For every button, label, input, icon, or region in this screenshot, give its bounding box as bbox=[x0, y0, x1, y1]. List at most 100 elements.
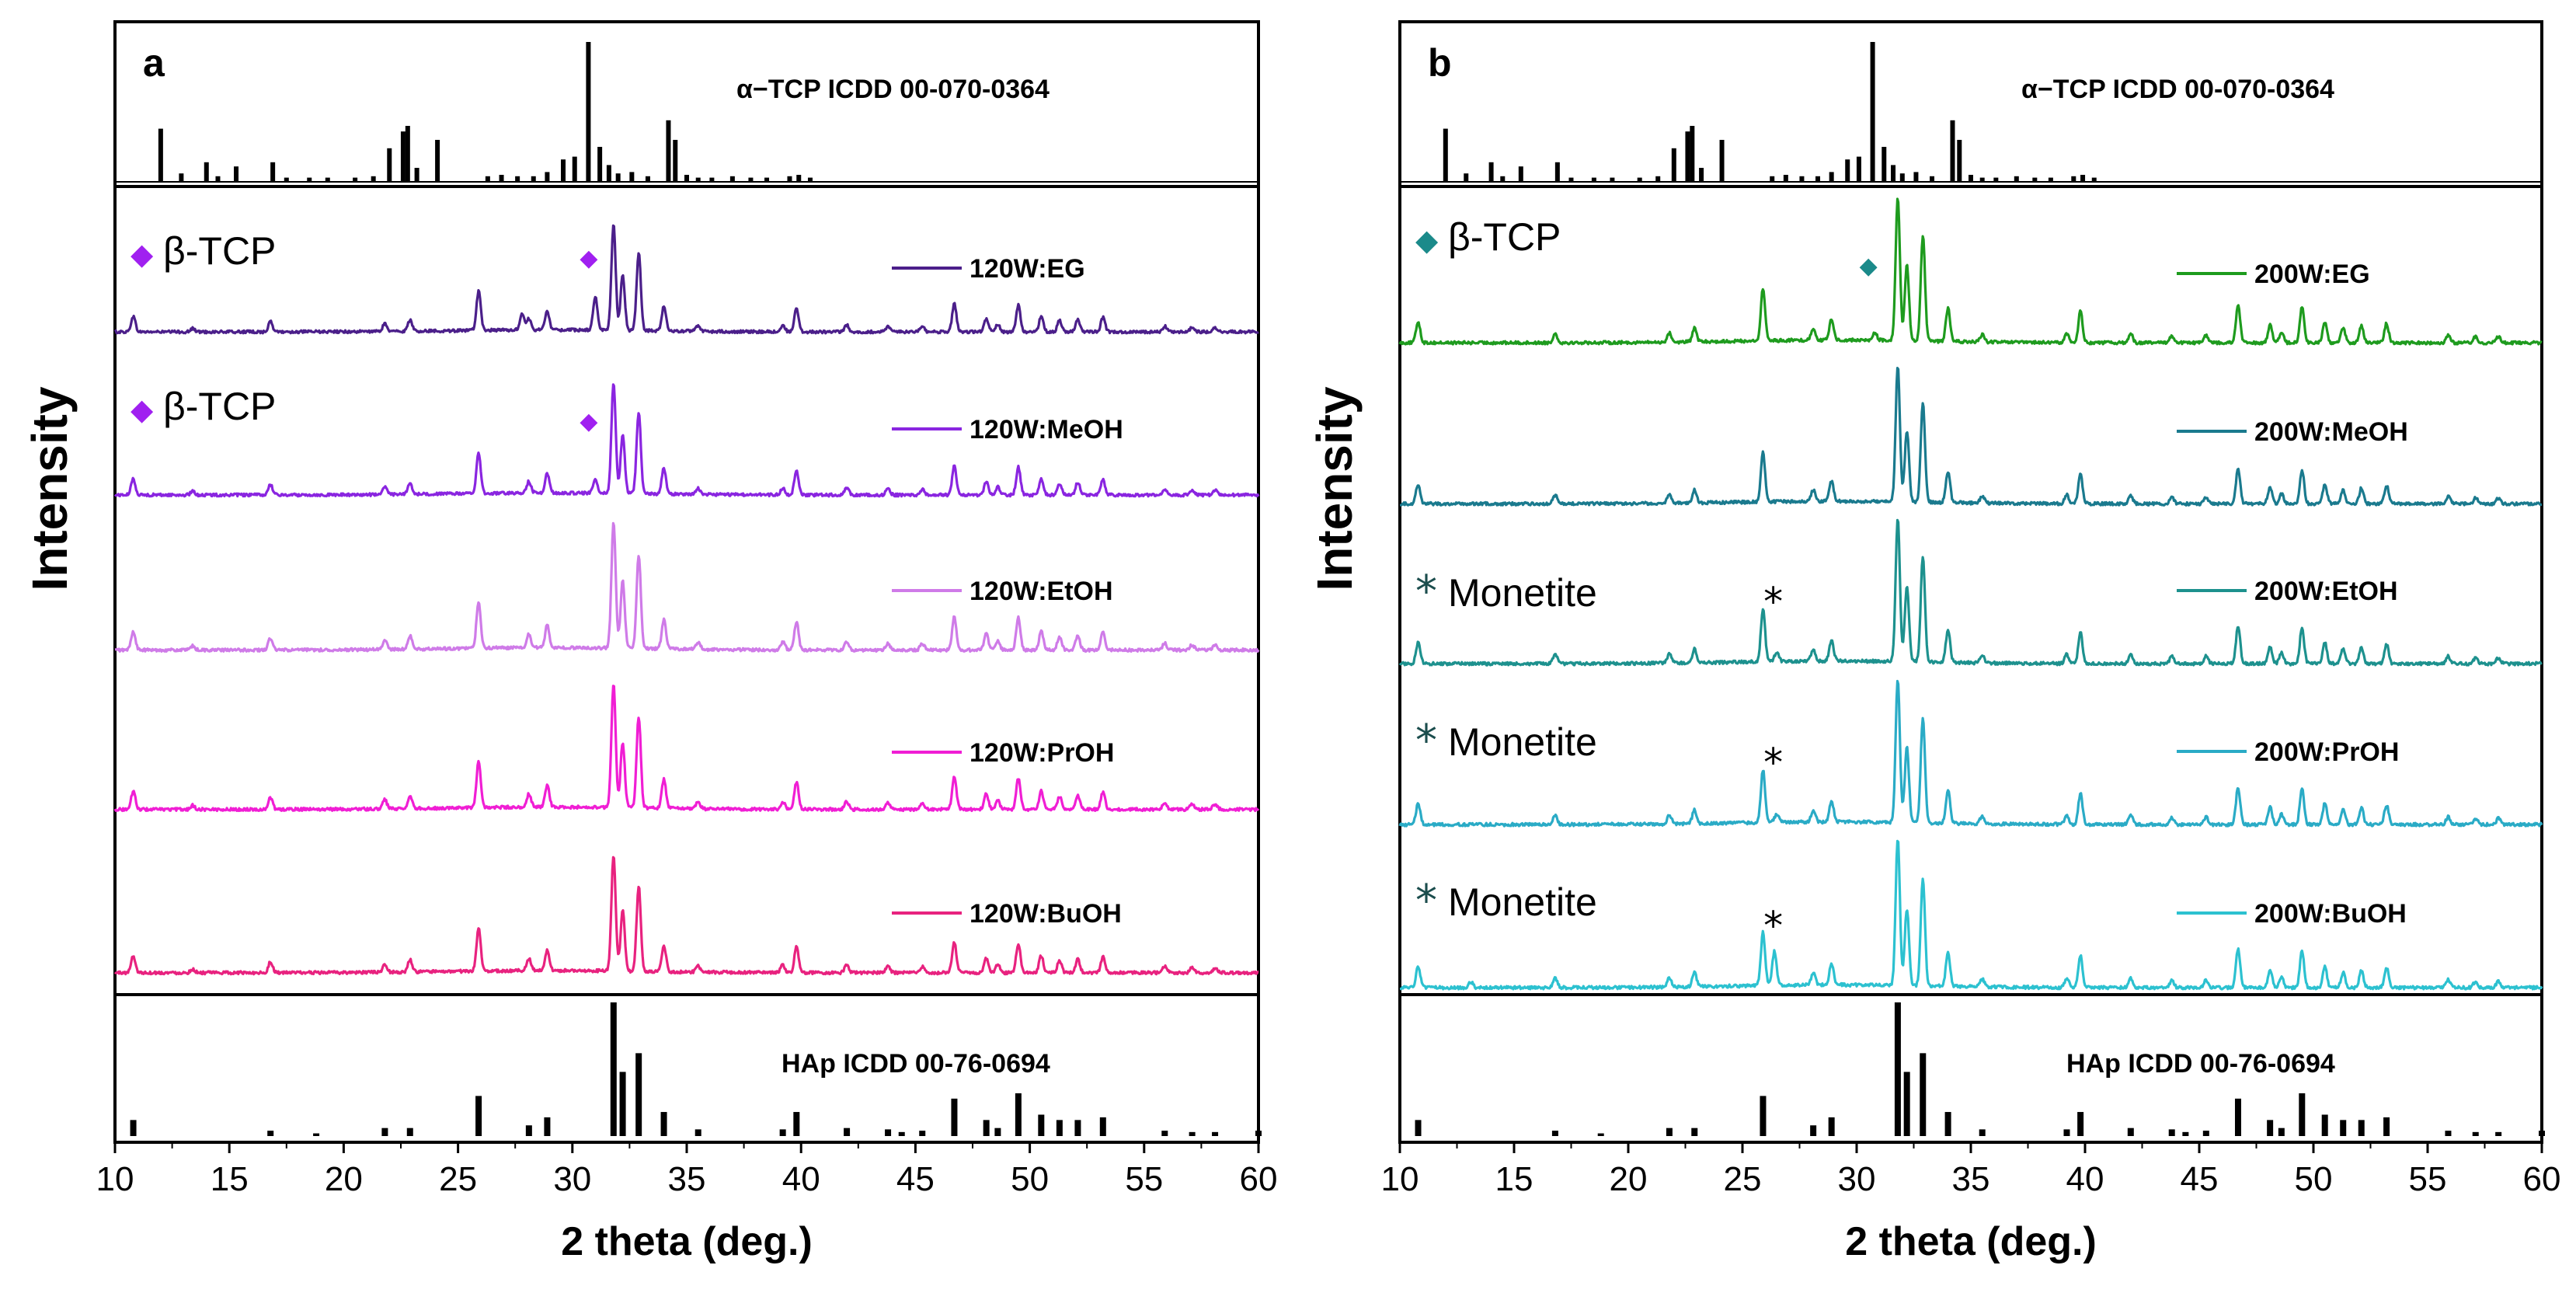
reference-stick bbox=[387, 148, 392, 182]
top-reference-pattern bbox=[1400, 42, 2542, 183]
reference-stick bbox=[951, 1098, 958, 1136]
panel-b: b α−TCP ICDD 00-070-0364 HAp ICDD 00-76-06… bbox=[1307, 20, 2560, 1264]
reference-stick bbox=[307, 177, 312, 182]
reference-stick bbox=[515, 176, 520, 182]
phase-annotation: *Monetite* bbox=[1415, 716, 1783, 786]
reference-stick bbox=[572, 156, 577, 182]
reference-stick bbox=[898, 1131, 905, 1136]
x-tick-label: 10 bbox=[96, 1160, 134, 1198]
reference-stick bbox=[629, 172, 635, 182]
series-line bbox=[113, 383, 1260, 498]
x-tick-label: 45 bbox=[896, 1160, 935, 1198]
reference-stick bbox=[1038, 1114, 1045, 1136]
reference-stick bbox=[1845, 159, 1850, 182]
reference-stick bbox=[807, 177, 813, 182]
reference-stick bbox=[586, 42, 591, 182]
x-tick-label: 30 bbox=[553, 1160, 591, 1198]
y-axis-title: Intensity bbox=[1307, 386, 1363, 591]
reference-stick bbox=[673, 140, 678, 182]
reference-stick bbox=[2080, 175, 2086, 182]
reference-stick bbox=[1894, 1002, 1901, 1136]
reference-stick bbox=[1770, 176, 1775, 182]
legend-label: 120W:MeOH bbox=[969, 415, 1123, 444]
reference-stick bbox=[1944, 1112, 1951, 1136]
reference-stick bbox=[2539, 1131, 2545, 1136]
peak-asterisk-icon: * bbox=[1763, 580, 1783, 625]
reference-stick bbox=[204, 162, 209, 182]
reference-stick bbox=[2071, 176, 2076, 182]
reference-stick bbox=[1597, 1133, 1604, 1136]
reference-stick bbox=[1930, 176, 1935, 182]
reference-stick bbox=[1443, 128, 1448, 182]
reference-stick bbox=[1891, 165, 1896, 182]
reference-stick bbox=[1815, 176, 1821, 182]
reference-stick bbox=[234, 166, 239, 182]
reference-stick bbox=[684, 175, 689, 182]
phase-label: Monetite bbox=[1448, 720, 1597, 764]
reference-stick bbox=[2495, 1131, 2502, 1136]
reference-stick bbox=[545, 172, 550, 182]
legend-label: 200W:EtOH bbox=[2254, 577, 2398, 606]
x-tick-label: 45 bbox=[2181, 1160, 2219, 1198]
reference-stick bbox=[2234, 1098, 2241, 1136]
reference-stick bbox=[729, 176, 735, 182]
reference-stick bbox=[1015, 1093, 1022, 1136]
reference-stick bbox=[531, 176, 536, 182]
reference-stick bbox=[1464, 173, 1469, 182]
x-tick-label: 10 bbox=[1381, 1160, 1419, 1198]
reference-stick bbox=[544, 1117, 551, 1136]
reference-stick bbox=[405, 126, 410, 182]
x-tick-label: 15 bbox=[1495, 1160, 1533, 1198]
reference-stick bbox=[2168, 1129, 2175, 1136]
reference-stick bbox=[1671, 148, 1676, 182]
reference-stick bbox=[844, 1128, 851, 1136]
x-tick-label: 20 bbox=[325, 1160, 363, 1198]
top-reference-label: α−TCP ICDD 00-070-0364 bbox=[736, 75, 1050, 104]
reference-stick bbox=[1056, 1120, 1063, 1136]
reference-stick bbox=[1979, 177, 1985, 182]
reference-stick bbox=[1903, 1072, 1910, 1136]
series-line bbox=[1399, 839, 2543, 991]
legend-label: 200W:BuOH bbox=[2254, 899, 2407, 929]
legend-label: 200W:EG bbox=[2254, 260, 2370, 289]
series-line bbox=[113, 685, 1260, 813]
reference-stick bbox=[353, 177, 358, 182]
peak-asterisk-icon: * bbox=[1763, 904, 1783, 949]
x-tick-label: 50 bbox=[2295, 1160, 2333, 1198]
reference-stick bbox=[709, 177, 715, 182]
phase-annotation: ◆ β-TCP ◆ bbox=[131, 229, 597, 273]
reference-stick bbox=[2048, 177, 2053, 182]
reference-stick bbox=[1783, 175, 1788, 182]
phase-label: β-TCP bbox=[163, 229, 276, 273]
reference-stick bbox=[1212, 1131, 1219, 1136]
peak-diamond-icon: ◆ bbox=[1860, 253, 1878, 280]
reference-stick bbox=[1829, 172, 1834, 182]
reference-stick bbox=[325, 177, 330, 182]
top-reference-label: α−TCP ICDD 00-070-0364 bbox=[2021, 75, 2334, 104]
reference-stick bbox=[485, 176, 490, 182]
reference-stick bbox=[1979, 1129, 1986, 1136]
reference-stick bbox=[1913, 172, 1919, 182]
series-line bbox=[113, 224, 1259, 335]
panel-label: a bbox=[143, 41, 165, 85]
x-tick-label: 25 bbox=[1724, 1160, 1762, 1198]
reference-stick bbox=[270, 162, 276, 182]
reference-stick bbox=[635, 1053, 642, 1136]
bottom-reference-label: HAp ICDD 00-76-0694 bbox=[782, 1049, 1050, 1079]
reference-stick bbox=[1969, 175, 1973, 182]
x-axis-title: 2 theta (deg.) bbox=[1845, 1219, 2097, 1264]
x-tick-label: 20 bbox=[1610, 1160, 1648, 1198]
reference-stick bbox=[645, 176, 650, 182]
reference-stick bbox=[1610, 177, 1615, 182]
reference-stick bbox=[694, 1129, 701, 1136]
reference-stick bbox=[525, 1125, 532, 1136]
reference-stick bbox=[2014, 176, 2019, 182]
reference-stick bbox=[1637, 177, 1642, 182]
reference-stick bbox=[284, 177, 289, 182]
reference-stick bbox=[1760, 1096, 1767, 1136]
reference-stick bbox=[1161, 1131, 1168, 1136]
reference-stick bbox=[666, 120, 671, 182]
reference-stick bbox=[2063, 1129, 2070, 1136]
reference-stick bbox=[660, 1112, 667, 1136]
